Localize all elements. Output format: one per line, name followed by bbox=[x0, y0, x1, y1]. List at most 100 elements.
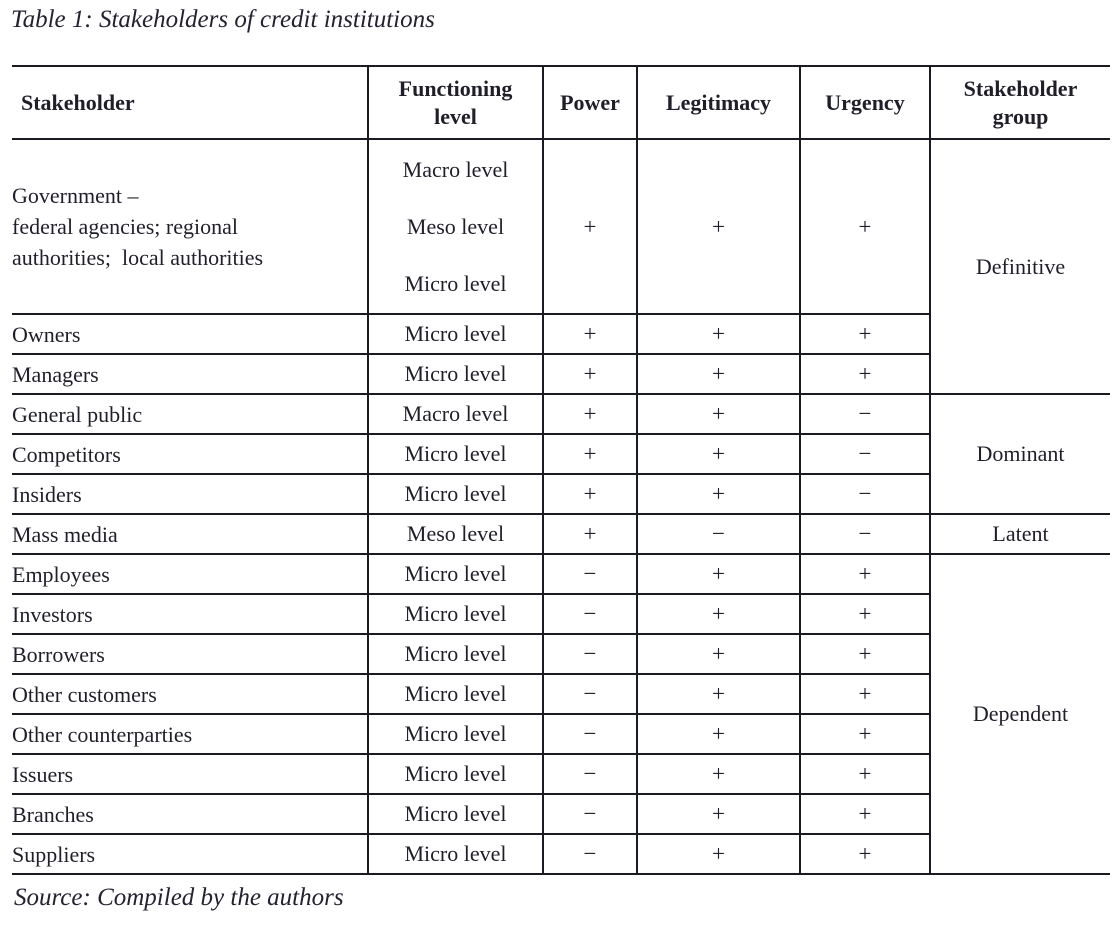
header-urgency: Urgency bbox=[799, 65, 930, 140]
table-caption: Table 1: Stakeholders of credit institut… bbox=[11, 6, 435, 33]
urgency-sign: − bbox=[799, 514, 930, 555]
power-sign: − bbox=[542, 554, 637, 595]
stakeholder-name: Competitors bbox=[12, 434, 368, 475]
level-stack: Macro level Meso level Micro level bbox=[369, 141, 542, 312]
urgency-sign: + bbox=[799, 834, 930, 875]
urgency-sign: − bbox=[799, 474, 930, 515]
urgency-sign: + bbox=[799, 714, 930, 755]
legitimacy-sign: + bbox=[636, 394, 800, 435]
functioning-level-cell: Micro level bbox=[367, 554, 543, 595]
row-mass-media: Mass media Meso level + − − Latent bbox=[12, 514, 1110, 555]
stakeholder-name: Branches bbox=[12, 794, 368, 835]
power-sign: − bbox=[542, 754, 637, 795]
legitimacy-sign: + bbox=[636, 834, 800, 875]
row-managers: Managers Micro level + + + bbox=[12, 354, 1110, 395]
power-sign: + bbox=[542, 434, 637, 475]
row-insiders: Insiders Micro level + + − bbox=[12, 474, 1110, 515]
row-borrowers: Borrowers Micro level − + + bbox=[12, 634, 1110, 675]
stakeholder-name: Investors bbox=[12, 594, 368, 635]
stakeholder-name: Owners bbox=[12, 314, 368, 355]
stakeholder-name: Government – federal agencies; regional … bbox=[12, 139, 368, 315]
functioning-level-cell: Micro level bbox=[367, 714, 543, 755]
stakeholder-name: Other counterparties bbox=[12, 714, 368, 755]
legitimacy-sign: + bbox=[636, 554, 800, 595]
stakeholders-table: Stakeholder Functioning level Power Legi… bbox=[12, 65, 1110, 875]
power-sign: − bbox=[542, 634, 637, 675]
group-label-definitive: Definitive bbox=[929, 139, 1110, 395]
level-item: Meso level bbox=[406, 213, 505, 239]
row-suppliers: Suppliers Micro level − + + bbox=[12, 834, 1110, 875]
functioning-level-cell: Micro level bbox=[367, 354, 543, 395]
power-sign: + bbox=[542, 474, 637, 515]
urgency-sign: + bbox=[799, 634, 930, 675]
row-other-counterparties: Other counterparties Micro level − + + bbox=[12, 714, 1110, 755]
urgency-sign: + bbox=[799, 674, 930, 715]
row-general-public: General public Macro level + + − Dominan… bbox=[12, 394, 1110, 515]
stakeholder-name: Insiders bbox=[12, 474, 368, 515]
urgency-sign: + bbox=[799, 554, 930, 595]
legitimacy-sign: + bbox=[636, 714, 800, 755]
legitimacy-sign: + bbox=[636, 594, 800, 635]
legitimacy-sign: + bbox=[636, 754, 800, 795]
functioning-level-cell: Micro level bbox=[367, 674, 543, 715]
stakeholder-name: Managers bbox=[12, 354, 368, 395]
functioning-level-cell: Micro level bbox=[367, 794, 543, 835]
stakeholder-name: Suppliers bbox=[12, 834, 368, 875]
legitimacy-sign: + bbox=[636, 354, 800, 395]
legitimacy-sign: + bbox=[636, 794, 800, 835]
functioning-level-cell: Macro level bbox=[367, 394, 543, 435]
row-issuers: Issuers Micro level − + + bbox=[12, 754, 1110, 795]
legitimacy-sign: + bbox=[636, 314, 800, 355]
group-label-latent: Latent bbox=[929, 514, 1110, 555]
power-sign: + bbox=[542, 354, 637, 395]
legitimacy-sign: + bbox=[636, 674, 800, 715]
functioning-level-cell: Meso level bbox=[367, 514, 543, 555]
urgency-sign: − bbox=[799, 394, 930, 435]
functioning-level-cell: Macro level Meso level Micro level bbox=[367, 139, 543, 315]
functioning-level-cell: Micro level bbox=[367, 834, 543, 875]
stakeholder-name: Other customers bbox=[12, 674, 368, 715]
legitimacy-sign: + bbox=[636, 474, 800, 515]
power-sign: + bbox=[542, 314, 637, 355]
stakeholder-name: Mass media bbox=[12, 514, 368, 555]
row-owners: Owners Micro level + + + bbox=[12, 314, 1110, 355]
legitimacy-sign: + bbox=[636, 434, 800, 475]
level-item: Macro level bbox=[402, 156, 509, 182]
legitimacy-sign: + bbox=[636, 139, 800, 315]
legitimacy-sign: + bbox=[636, 634, 800, 675]
stakeholder-name: Employees bbox=[12, 554, 368, 595]
power-sign: − bbox=[542, 674, 637, 715]
urgency-sign: + bbox=[799, 139, 930, 315]
row-other-customers: Other customers Micro level − + + bbox=[12, 674, 1110, 715]
power-sign: + bbox=[542, 514, 637, 555]
stakeholder-name: Issuers bbox=[12, 754, 368, 795]
stakeholder-name: Borrowers bbox=[12, 634, 368, 675]
power-sign: − bbox=[542, 714, 637, 755]
power-sign: + bbox=[542, 394, 637, 435]
urgency-sign: + bbox=[799, 594, 930, 635]
header-power: Power bbox=[542, 65, 637, 140]
functioning-level-cell: Micro level bbox=[367, 314, 543, 355]
header-stakeholder: Stakeholder bbox=[12, 65, 368, 140]
legitimacy-sign: − bbox=[636, 514, 800, 555]
urgency-sign: + bbox=[799, 314, 930, 355]
power-sign: + bbox=[542, 139, 637, 315]
level-item: Micro level bbox=[404, 270, 507, 296]
urgency-sign: − bbox=[799, 434, 930, 475]
functioning-level-cell: Micro level bbox=[367, 754, 543, 795]
row-investors: Investors Micro level − + + bbox=[12, 594, 1110, 635]
urgency-sign: + bbox=[799, 354, 930, 395]
urgency-sign: + bbox=[799, 754, 930, 795]
functioning-level-cell: Micro level bbox=[367, 594, 543, 635]
header-functioning-level: Functioning level bbox=[367, 65, 543, 140]
row-competitors: Competitors Micro level + + − bbox=[12, 434, 1110, 475]
functioning-level-cell: Micro level bbox=[367, 474, 543, 515]
group-label-dominant: Dominant bbox=[929, 394, 1110, 515]
stakeholder-name: General public bbox=[12, 394, 368, 435]
urgency-sign: + bbox=[799, 794, 930, 835]
row-government: Government – federal agencies; regional … bbox=[12, 139, 1110, 395]
group-label-dependent: Dependent bbox=[929, 554, 1110, 875]
power-sign: − bbox=[542, 594, 637, 635]
row-employees: Employees Micro level − + + Dependent bbox=[12, 554, 1110, 875]
